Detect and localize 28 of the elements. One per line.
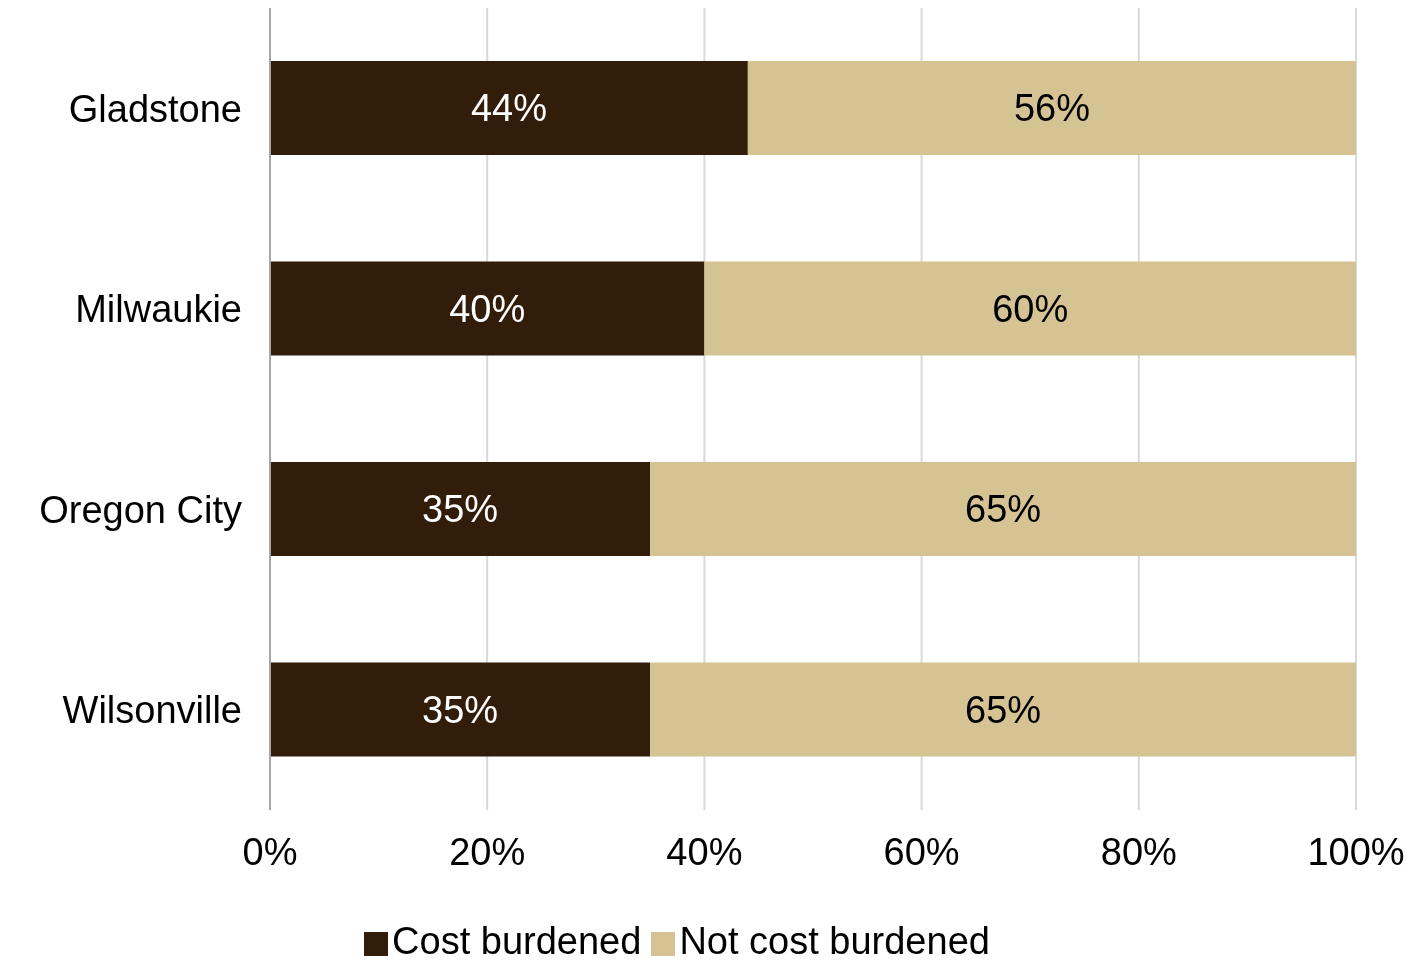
- bar: [747, 61, 1356, 155]
- bar: [704, 261, 1356, 356]
- y-tick-label: Wilsonville: [62, 689, 242, 732]
- data-label: 65%: [965, 488, 1042, 530]
- x-tick-label: 20%: [449, 830, 526, 873]
- bar: [270, 462, 651, 556]
- y-tick-label: Gladstone: [68, 87, 242, 130]
- legend-label: Not cost burdened: [679, 920, 990, 962]
- bar: [270, 261, 705, 356]
- data-label: 60%: [992, 287, 1069, 330]
- data-label: 65%: [965, 688, 1042, 731]
- data-label: 35%: [422, 688, 499, 731]
- x-tick-label: 60%: [883, 830, 960, 873]
- data-label: 40%: [449, 287, 526, 330]
- y-tick-label: Oregon City: [39, 488, 242, 531]
- x-tick-label: 0%: [242, 830, 298, 873]
- y-tick-label: Milwaukie: [75, 288, 242, 331]
- data-label: 35%: [422, 488, 499, 530]
- x-tick-label: 40%: [666, 830, 743, 873]
- bar: [650, 662, 1356, 757]
- bar: [270, 61, 748, 155]
- bar: [650, 462, 1356, 556]
- legend-label: Cost burdened: [392, 920, 642, 962]
- x-tick-label: 80%: [1100, 830, 1177, 873]
- x-tick-label: 100%: [1307, 830, 1405, 873]
- bar: [270, 662, 651, 757]
- data-label: 56%: [1013, 87, 1090, 129]
- data-label: 44%: [470, 87, 547, 129]
